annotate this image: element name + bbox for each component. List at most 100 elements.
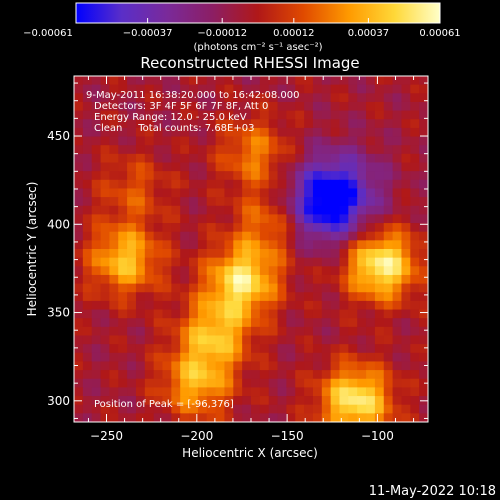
heatmap-cell bbox=[259, 84, 270, 94]
heatmap-cell bbox=[189, 231, 199, 241]
heatmap-cell bbox=[330, 309, 340, 319]
heatmap-cell bbox=[215, 145, 225, 155]
heatmap-cell bbox=[82, 84, 93, 94]
heatmap-cell bbox=[357, 231, 367, 241]
heatmap-cell bbox=[259, 145, 270, 155]
heatmap-cell bbox=[74, 231, 84, 241]
heatmap-cell bbox=[392, 101, 402, 111]
heatmap-cell bbox=[242, 127, 252, 137]
heatmap-cell bbox=[312, 283, 323, 293]
heatmap-cell bbox=[118, 274, 128, 284]
heatmap-cell bbox=[127, 396, 137, 406]
heatmap-cell bbox=[312, 240, 323, 250]
heatmap-cell bbox=[242, 361, 252, 371]
heatmap-cell bbox=[233, 188, 243, 198]
heatmap-cell bbox=[74, 214, 84, 224]
heatmap-cell bbox=[401, 318, 411, 328]
heatmap-cell bbox=[321, 136, 332, 146]
heatmap-cell bbox=[277, 188, 287, 198]
heatmap-cell bbox=[419, 179, 429, 189]
heatmap-cell bbox=[180, 352, 190, 362]
heatmap-cell bbox=[180, 387, 190, 397]
heatmap-cell bbox=[277, 318, 287, 328]
heatmap-cell bbox=[144, 300, 155, 310]
heatmap-cell bbox=[215, 404, 225, 414]
heatmap-cell bbox=[242, 249, 252, 259]
heatmap-cell bbox=[419, 188, 429, 198]
heatmap-cell bbox=[91, 396, 101, 406]
heatmap-cell bbox=[419, 153, 429, 163]
heatmap-cell bbox=[383, 101, 393, 111]
heatmap-cell bbox=[144, 240, 155, 250]
heatmap-cell bbox=[392, 283, 402, 293]
chart-title: Reconstructed RHESSI Image bbox=[140, 54, 359, 72]
heatmap-cell bbox=[153, 249, 163, 259]
heatmap-cell bbox=[401, 101, 411, 111]
heatmap-cell bbox=[153, 84, 163, 94]
heatmap-cell bbox=[330, 326, 340, 336]
heatmap-cell bbox=[180, 231, 190, 241]
heatmap-cell bbox=[268, 119, 278, 129]
heatmap-cell bbox=[118, 326, 128, 336]
heatmap-cell bbox=[295, 110, 305, 120]
heatmap-cell bbox=[277, 274, 287, 284]
heatmap-cell bbox=[162, 396, 172, 406]
heatmap-cell bbox=[357, 119, 367, 129]
heatmap-cell bbox=[268, 378, 278, 388]
heatmap-cell bbox=[189, 197, 199, 207]
heatmap-cell bbox=[197, 76, 208, 86]
heatmap-cell bbox=[366, 162, 376, 172]
heatmap-cell bbox=[410, 309, 420, 319]
heatmap-cell bbox=[321, 352, 332, 362]
heatmap-cell bbox=[304, 171, 314, 181]
heatmap-cell bbox=[127, 404, 137, 414]
heatmap-cell bbox=[374, 179, 385, 189]
heatmap-cell bbox=[127, 162, 137, 172]
heatmap-cell bbox=[401, 205, 411, 215]
heatmap-cell bbox=[286, 404, 296, 414]
heatmap-cell bbox=[401, 84, 411, 94]
y-axis-label: Heliocentric Y (arcsec) bbox=[25, 182, 39, 317]
heatmap-cell bbox=[321, 274, 332, 284]
heatmap-cell bbox=[312, 153, 323, 163]
heatmap-cell bbox=[215, 413, 225, 423]
heatmap-cell bbox=[419, 378, 429, 388]
heatmap-cell bbox=[224, 361, 234, 371]
heatmap-cell bbox=[206, 361, 216, 371]
heatmap-cell bbox=[410, 223, 420, 233]
heatmap-cell bbox=[277, 352, 287, 362]
heatmap-cell bbox=[348, 344, 358, 354]
heatmap-cell bbox=[91, 249, 101, 259]
heatmap-cell bbox=[189, 179, 199, 189]
heatmap-cell bbox=[224, 292, 234, 302]
heatmap-cell bbox=[82, 119, 93, 129]
heatmap-cell bbox=[135, 326, 146, 336]
heatmap-cell bbox=[189, 413, 199, 423]
heatmap-cell bbox=[348, 335, 358, 345]
heatmap-cell bbox=[74, 274, 84, 284]
heatmap-cell bbox=[366, 214, 376, 224]
heatmap-cell bbox=[206, 136, 216, 146]
heatmap-cell bbox=[330, 197, 340, 207]
heatmap-cell bbox=[286, 335, 296, 345]
heatmap-cell bbox=[206, 171, 216, 181]
heatmap-cell bbox=[100, 266, 110, 276]
heatmap-cell bbox=[277, 344, 287, 354]
heatmap-cell bbox=[180, 300, 190, 310]
heatmap-cell bbox=[304, 413, 314, 423]
heatmap-cell bbox=[171, 318, 181, 328]
heatmap-cell bbox=[251, 136, 261, 146]
heatmap-cell bbox=[374, 266, 385, 276]
heatmap-cell bbox=[295, 162, 305, 172]
heatmap-cell bbox=[100, 257, 110, 267]
heatmap-cell bbox=[330, 292, 340, 302]
heatmap-cell bbox=[383, 136, 393, 146]
heatmap-cell bbox=[357, 283, 367, 293]
heatmap-cell bbox=[144, 274, 155, 284]
heatmap-cell bbox=[118, 153, 128, 163]
heatmap-cell bbox=[180, 136, 190, 146]
heatmap-cell bbox=[118, 352, 128, 362]
heatmap-cell bbox=[419, 205, 429, 215]
heatmap-cell bbox=[91, 223, 101, 233]
heatmap-cell bbox=[312, 205, 323, 215]
